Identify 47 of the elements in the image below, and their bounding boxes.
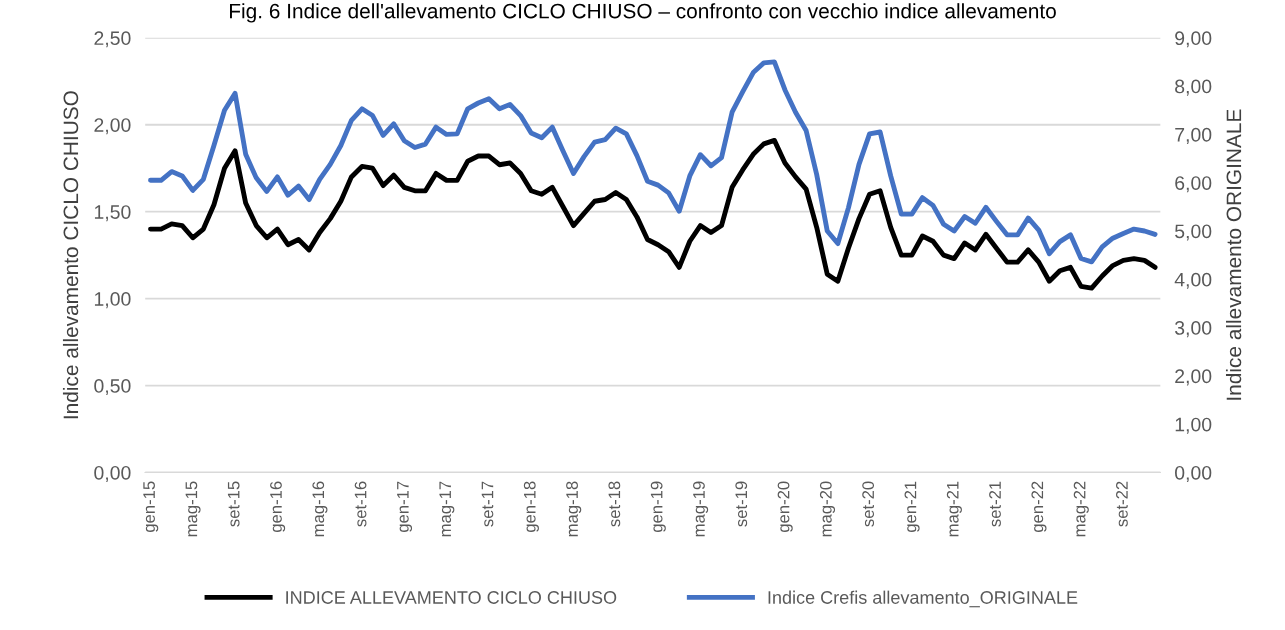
x-tick-label: gen-17 xyxy=(397,481,413,533)
x-tick-label: gen-15 xyxy=(143,481,159,533)
legend-label: INDICE ALLEVAMENTO CICLO CHIUSO xyxy=(286,591,617,604)
x-tick-label: gen-19 xyxy=(650,481,666,533)
y2-tick-label: 9,00 xyxy=(1175,31,1212,48)
chart-title: Fig. 6 Indice dell'allevamento CICLO CHIUSO – confronto con vecchio indice allevamento xyxy=(230,3,1056,23)
x-tick-label: gen-20 xyxy=(777,481,793,533)
legend-label: Indice Crefis allevamento_ORIGINALE xyxy=(768,590,1078,608)
x-tick-label: mag-20 xyxy=(819,481,836,537)
y-tick-label: 1,50 xyxy=(94,205,131,222)
y-tick-label: 0,00 xyxy=(94,465,131,483)
x-tick-label: set-15 xyxy=(227,481,240,527)
y2-tick-label: 7,00 xyxy=(1175,127,1212,144)
x-tick-label: set-21 xyxy=(989,481,1001,527)
line-series xyxy=(148,137,1158,291)
line-series xyxy=(148,59,1158,265)
y-tick-label: 0,50 xyxy=(94,379,131,396)
x-tick-label: set-18 xyxy=(608,481,621,527)
x-tick-label: gen-22 xyxy=(1031,481,1047,533)
y-tick-label: 1,00 xyxy=(94,292,131,309)
x-tick-label: mag-22 xyxy=(1073,481,1089,537)
x-tick-label: mag-19 xyxy=(693,481,709,537)
x-tick-label: mag-17 xyxy=(439,481,455,537)
x-tick-label: mag-15 xyxy=(185,481,201,537)
x-tick-label: set-19 xyxy=(735,481,748,527)
y-tick-label: 2,50 xyxy=(94,31,131,48)
y2-tick-label: 4,00 xyxy=(1174,272,1212,289)
y-tick-label: 2,00 xyxy=(94,118,131,135)
x-tick-label: set-17 xyxy=(481,481,494,527)
x-tick-label: gen-16 xyxy=(270,481,286,533)
y2-tick-label: 2,00 xyxy=(1175,369,1212,386)
y2-tick-label: 1,00 xyxy=(1175,417,1212,434)
x-tick-label: gen-18 xyxy=(523,481,539,533)
y2-axis-title: Indice allevamento ORIGINALE xyxy=(1225,109,1242,400)
x-tick-label: set-16 xyxy=(354,481,367,527)
y2-tick-label: 0,00 xyxy=(1175,465,1212,483)
x-tick-label: set-20 xyxy=(862,481,875,527)
y-axis-title: Indice allevamento CICLO CHIUSO xyxy=(62,91,79,419)
y2-tick-label: 5,00 xyxy=(1175,224,1212,241)
y2-tick-label: 6,00 xyxy=(1175,176,1212,193)
x-tick-label: mag-16 xyxy=(312,481,328,537)
x-tick-label: set-22 xyxy=(1116,481,1128,527)
y2-tick-label: 3,00 xyxy=(1174,321,1212,338)
x-tick-label: gen-21 xyxy=(904,481,920,533)
y2-tick-label: 8,00 xyxy=(1175,79,1212,96)
x-tick-label: mag-21 xyxy=(946,481,962,537)
x-tick-label: mag-18 xyxy=(566,481,582,537)
